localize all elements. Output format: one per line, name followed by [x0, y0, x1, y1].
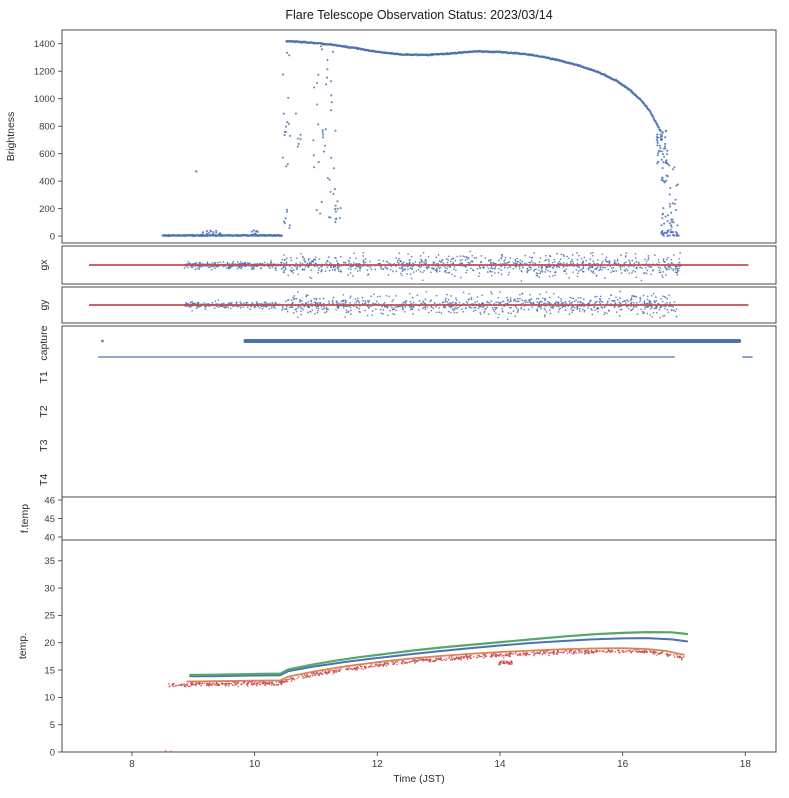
svg-text:T1: T1 — [38, 371, 50, 383]
svg-text:10: 10 — [249, 759, 261, 770]
svg-text:f.temp: f.temp — [19, 504, 31, 533]
svg-text:25: 25 — [44, 611, 55, 622]
svg-text:40: 40 — [44, 532, 55, 543]
svg-text:T2: T2 — [38, 405, 50, 417]
svg-text:600: 600 — [39, 149, 55, 160]
svg-text:Time (JST): Time (JST) — [393, 773, 445, 785]
svg-text:5: 5 — [50, 720, 55, 731]
svg-text:46: 46 — [44, 495, 55, 506]
svg-text:45: 45 — [44, 514, 55, 525]
svg-text:30: 30 — [44, 583, 55, 594]
panel-gx: gx — [38, 245, 777, 285]
panel-temp: 0 5 10 15 20 25 30 35 temp. 8 10 12 14 16 18 Time (JST) — [17, 539, 777, 785]
panel-ftemp: f.temp 46 45 40 — [19, 495, 777, 543]
svg-text:10: 10 — [44, 693, 55, 704]
svg-text:14: 14 — [494, 759, 506, 770]
svg-text:gx: gx — [38, 259, 50, 271]
svg-text:800: 800 — [39, 121, 55, 132]
svg-text:8: 8 — [129, 759, 135, 770]
svg-text:400: 400 — [39, 176, 55, 187]
svg-text:200: 200 — [39, 204, 55, 215]
panel-brightness: 0 200 400 600 800 1000 1200 1400 Brightness — [5, 29, 777, 244]
svg-text:15: 15 — [44, 665, 55, 676]
svg-text:12: 12 — [372, 759, 384, 770]
svg-text:20: 20 — [44, 638, 55, 649]
svg-text:18: 18 — [740, 759, 752, 770]
svg-text:16: 16 — [617, 759, 629, 770]
svg-text:T4: T4 — [38, 474, 50, 486]
svg-text:1000: 1000 — [34, 94, 55, 105]
svg-text:0: 0 — [50, 231, 55, 242]
panel-gy: gy — [38, 286, 777, 324]
svg-text:Brightness: Brightness — [5, 112, 17, 162]
svg-text:capture: capture — [38, 325, 50, 360]
chart-title: Flare Telescope Observation Status: 2023… — [285, 8, 553, 22]
svg-text:1400: 1400 — [34, 39, 55, 50]
svg-text:0: 0 — [50, 747, 55, 758]
svg-text:gy: gy — [38, 299, 50, 311]
panel-capture-T1-T4: capture T1 T2 T3 T4 — [38, 325, 777, 498]
svg-text:35: 35 — [44, 556, 55, 567]
svg-text:T3: T3 — [38, 439, 50, 451]
svg-text:temp.: temp. — [17, 633, 29, 659]
svg-text:1200: 1200 — [34, 67, 55, 78]
